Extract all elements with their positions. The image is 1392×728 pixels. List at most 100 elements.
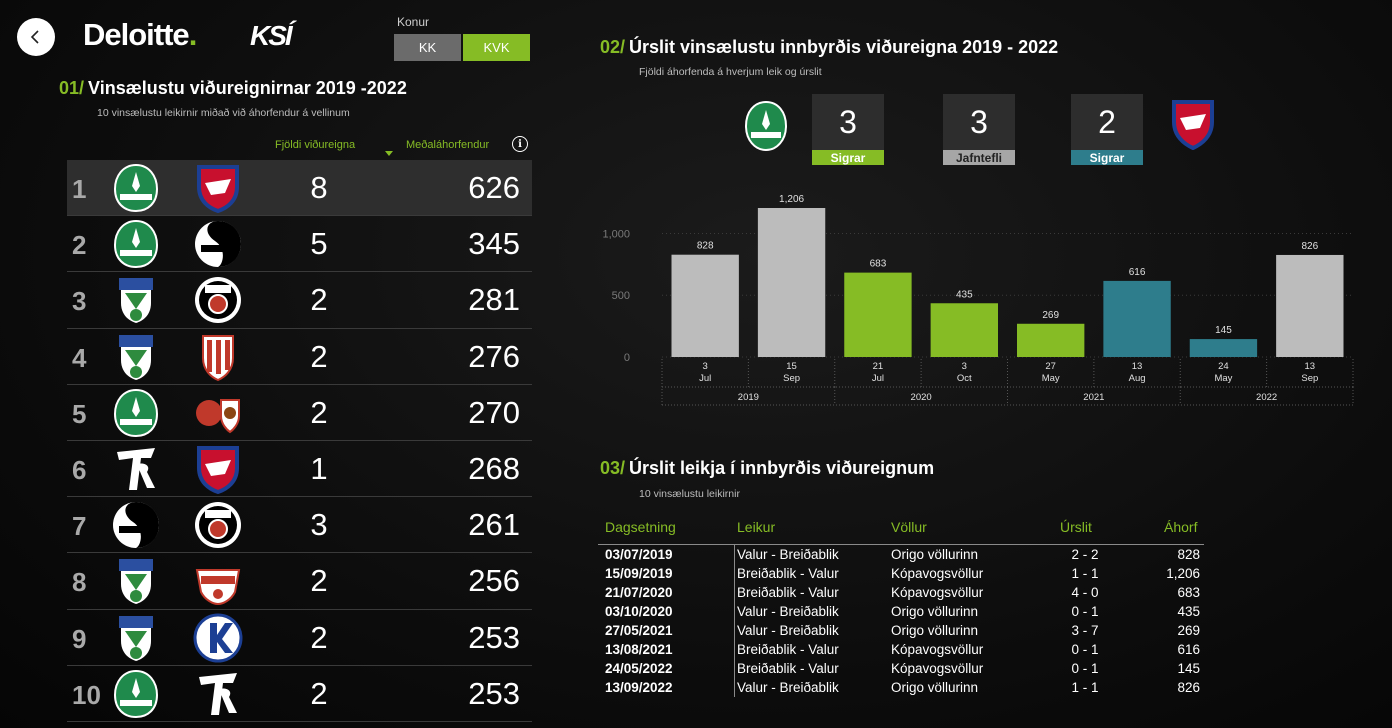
- rank: 4: [72, 342, 87, 373]
- result-venue: Origo völlurinn: [891, 680, 979, 695]
- summary-wins-a-value: 3: [812, 94, 884, 150]
- result-attendance: 616: [1177, 642, 1200, 657]
- breidablik-logo: [744, 100, 788, 152]
- popular-matches-table: 1 8 626 2 5 345 3 2 281 4 2 276 5 2 270 6 1 268 7 3 261 8 2 256…: [67, 160, 532, 722]
- table-row[interactable]: 13/08/2021 Breiðablik - Valur Kópavogsvöll…: [598, 641, 1204, 660]
- rank: 3: [72, 286, 87, 317]
- kr-logo: [193, 500, 243, 550]
- table-row[interactable]: 03/10/2020 Valur - Breiðablik Origo völlur…: [598, 603, 1204, 622]
- sort-desc-icon[interactable]: [385, 151, 393, 156]
- match-count: 2: [310, 619, 328, 655]
- result-game: Valur - Breiðablik: [737, 623, 839, 638]
- back-button[interactable]: [17, 18, 55, 56]
- table-row[interactable]: 2 5 345: [67, 216, 532, 273]
- result-date: 03/10/2020: [605, 604, 673, 619]
- result-game: Valur - Breiðablik: [737, 604, 839, 619]
- chevron-left-icon: [30, 30, 39, 44]
- data-label: 683: [870, 259, 887, 270]
- table-row[interactable]: 5 2 270: [67, 385, 532, 441]
- x-tick-day: 24: [1218, 361, 1229, 372]
- rank: 7: [72, 511, 87, 542]
- gender-toggle-label: Konur: [397, 15, 430, 29]
- match-count: 5: [310, 226, 328, 262]
- attendance-bar-chart: 05001,0008283Jul1,20615Sep68321Jul4353Oc…: [602, 194, 1354, 406]
- data-label: 269: [1042, 310, 1059, 321]
- bar: [1189, 339, 1258, 357]
- col-attendance-header[interactable]: Meðaláhorfendur: [406, 139, 490, 151]
- data-label: 1,206: [779, 194, 804, 205]
- table-row[interactable]: 7 3 261: [67, 497, 532, 554]
- table-row[interactable]: 21/07/2020 Breiðablik - Valur Kópavogsvöll…: [598, 584, 1204, 603]
- result-game: Breiðablik - Valur: [737, 661, 839, 676]
- valur-logo: [1172, 100, 1214, 150]
- match-count: 3: [310, 507, 328, 543]
- results-header-attendance[interactable]: Áhorf: [1164, 519, 1198, 535]
- result-venue: Origo völlurinn: [891, 547, 979, 562]
- table-row[interactable]: 27/05/2021 Valur - Breiðablik Origo völlur…: [598, 622, 1204, 641]
- rank: 9: [72, 623, 87, 654]
- x-tick-month: Sep: [783, 373, 800, 384]
- result-date: 03/07/2019: [605, 547, 673, 562]
- fylkir-logo: [111, 500, 161, 550]
- table-row[interactable]: 15/09/2019 Breiðablik - Valur Kópavogsvöll…: [598, 565, 1204, 584]
- avg-attendance: 276: [468, 338, 520, 374]
- brei-ablik-logo: [111, 669, 161, 719]
- toggle-kk-button[interactable]: KK: [394, 34, 461, 61]
- x-year-label: 2020: [911, 392, 932, 403]
- results-table: 03/07/2019 Valur - Breiðablik Origo völlur…: [598, 546, 1204, 698]
- result-attendance: 683: [1177, 585, 1200, 600]
- result-date: 27/05/2021: [605, 623, 673, 638]
- result-venue: Kópavogsvöllur: [891, 585, 984, 600]
- umfa-logo: [111, 332, 161, 382]
- results-header-date[interactable]: Dagsetning: [605, 519, 676, 535]
- fram-logo: [111, 444, 161, 494]
- brei-ablik-logo: [111, 163, 161, 213]
- section1-title: 01/Vinsælustu viðureignirnar 2019 -2022: [59, 78, 407, 98]
- table-row[interactable]: 4 2 276: [67, 329, 532, 385]
- table-row[interactable]: 9 2 253: [67, 610, 532, 666]
- x-year-label: 2019: [738, 392, 759, 403]
- umfa-logo: [111, 613, 161, 663]
- x-tick-month: Aug: [1129, 373, 1146, 384]
- x-year-label: 2022: [1256, 392, 1277, 403]
- rank: 6: [72, 454, 87, 485]
- keflavi-k-logo: [193, 613, 243, 663]
- x-tick-day: 21: [873, 361, 884, 372]
- result-venue: Kópavogsvöllur: [891, 661, 984, 676]
- result-venue: Kópavogsvöllur: [891, 642, 984, 657]
- table-row[interactable]: 10 2 253: [67, 666, 532, 722]
- fylkir-logo: [193, 219, 243, 269]
- data-label: 435: [956, 289, 973, 300]
- section3-title: 03/Úrslit leikja í innbyrðis viðureignum: [600, 458, 935, 478]
- toggle-kvk-button[interactable]: KVK: [463, 34, 530, 61]
- table-row[interactable]: 3 2 281: [67, 272, 532, 329]
- results-header-game[interactable]: Leikur: [737, 519, 776, 535]
- match-count: 2: [310, 338, 328, 374]
- result-attendance: 828: [1177, 547, 1200, 562]
- result-date: 24/05/2022: [605, 661, 673, 676]
- result-date: 15/09/2019: [605, 566, 673, 581]
- result-venue: Origo völlurinn: [891, 604, 979, 619]
- info-icon[interactable]: i: [512, 136, 528, 152]
- y-tick-label: 500: [612, 290, 630, 302]
- x-tick-month: Oct: [957, 373, 972, 384]
- results-header-venue[interactable]: Völlur: [891, 519, 927, 535]
- section3-subtitle: 10 vinsælustu leikirnir: [639, 488, 740, 500]
- table-row[interactable]: 13/09/2022 Valur - Breiðablik Origo völlur…: [598, 679, 1204, 698]
- table-row[interactable]: 8 2 256: [67, 553, 532, 610]
- col-matches-header[interactable]: Fjöldi viðureigna: [275, 139, 356, 151]
- valur-logo: [193, 444, 243, 495]
- table-row[interactable]: 24/05/2022 Breiðablik - Valur Kópavogsvöll…: [598, 660, 1204, 679]
- bar: [671, 254, 739, 357]
- table-row[interactable]: 6 1 268: [67, 441, 532, 498]
- data-label: 828: [697, 241, 714, 252]
- table-row[interactable]: 1 8 626: [67, 160, 532, 217]
- bar: [844, 272, 912, 357]
- table-row[interactable]: 03/07/2019 Valur - Breiðablik Origo völlur…: [598, 546, 1204, 565]
- avg-attendance: 256: [468, 563, 520, 599]
- results-header-score[interactable]: Úrslit: [1060, 519, 1092, 535]
- rank: 8: [72, 567, 87, 598]
- x-tick-day: 27: [1045, 361, 1056, 372]
- summary-wins-b-label: Sigrar: [1071, 150, 1143, 165]
- avg-attendance: 626: [468, 170, 520, 205]
